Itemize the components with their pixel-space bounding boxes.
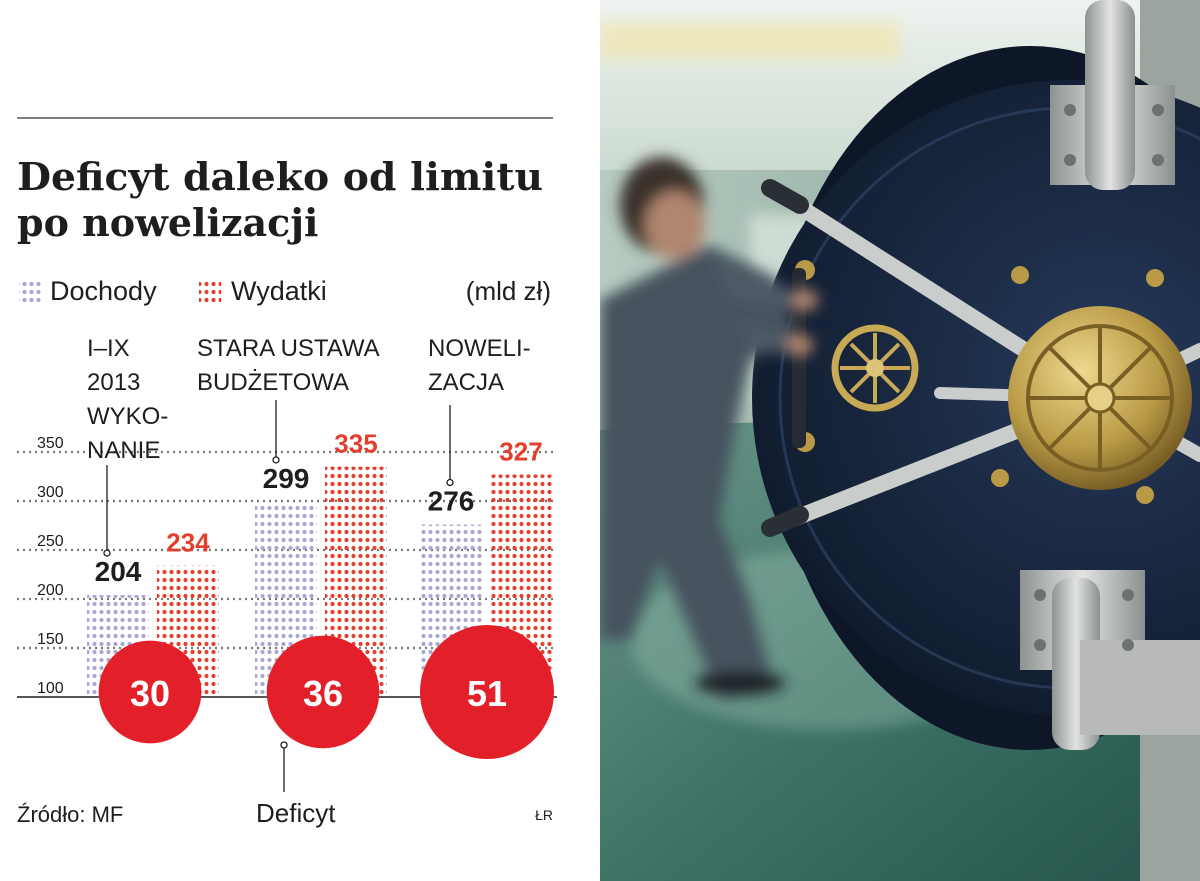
legend-label-dochody: Dochody [50, 276, 157, 306]
door-handle [792, 268, 806, 448]
value-label-wydatki: 234 [166, 528, 210, 558]
brass-hub [1008, 306, 1192, 490]
man-pushing-door [600, 157, 818, 700]
ceiling-light [600, 22, 900, 60]
author-credit: ŁR [535, 807, 553, 823]
chart-title-line-1: Deficyt daleko od limitu [17, 154, 543, 199]
category-leader-dot [272, 456, 280, 464]
category-label: STARA USTAWA BUDŻETOWA [197, 335, 380, 396]
chart-title-line-2: po nowelizacji [17, 200, 318, 245]
dial-wheel [831, 324, 919, 412]
leader-lines [103, 400, 454, 557]
value-label-dochody: 276 [428, 486, 475, 517]
category-leader-dot [446, 478, 454, 487]
deficit-label: Deficyt [256, 798, 336, 828]
vault-door [752, 0, 1200, 881]
y-tick-label: 250 [37, 533, 64, 550]
deficit-circle [420, 625, 554, 759]
vault-scene [600, 0, 1200, 881]
infographic-panel: Deficyt daleko od limitu po nowelizacji … [17, 117, 557, 828]
deficit-value: 51 [467, 673, 507, 714]
deficit-circle [98, 640, 202, 744]
category-label: NOWELI-ZACJA [428, 335, 531, 396]
deficit-circle [266, 635, 380, 749]
legend-swatch-dochody [19, 278, 41, 302]
value-label-dochody: 299 [263, 463, 310, 494]
y-axis-ticks: 100 150 200 250 300 350 [37, 435, 64, 697]
y-tick-label: 350 [37, 435, 64, 452]
category-labels: I–IX 2013 WYKO-NANIE STARA USTAWA BUDŻETOWA N… [87, 335, 531, 464]
deficit-value: 30 [130, 673, 170, 714]
value-labels: 204 299 276 234 335 327 [95, 429, 543, 587]
y-tick-label: 300 [37, 484, 64, 501]
legend-swatch-wydatki [199, 278, 221, 302]
y-tick-label: 150 [37, 631, 64, 648]
value-label-dochody: 204 [95, 556, 142, 587]
category-leader-dot [103, 549, 111, 557]
source-label: Źródło: MF [17, 802, 123, 827]
legend-label-wydatki: Wydatki [231, 276, 327, 306]
unit-label: (mld zł) [466, 276, 551, 306]
value-label-wydatki: 335 [334, 429, 377, 459]
y-tick-label: 100 [37, 680, 64, 697]
deficit-pointer-dot [280, 741, 288, 749]
vault-photo [600, 0, 1200, 881]
y-tick-label: 200 [37, 582, 64, 599]
hinge-bottom [1020, 570, 1200, 750]
value-label-wydatki: 327 [499, 437, 542, 467]
deficit-circles: 30 36 51 [98, 625, 554, 759]
hinge-top [1050, 0, 1175, 190]
category-label: I–IX 2013 WYKO-NANIE [87, 335, 168, 464]
deficit-value: 36 [303, 673, 343, 714]
chart-legend: Dochody Wydatki [19, 276, 327, 306]
deficit-chart: Deficyt daleko od limitu po nowelizacji … [17, 117, 557, 828]
